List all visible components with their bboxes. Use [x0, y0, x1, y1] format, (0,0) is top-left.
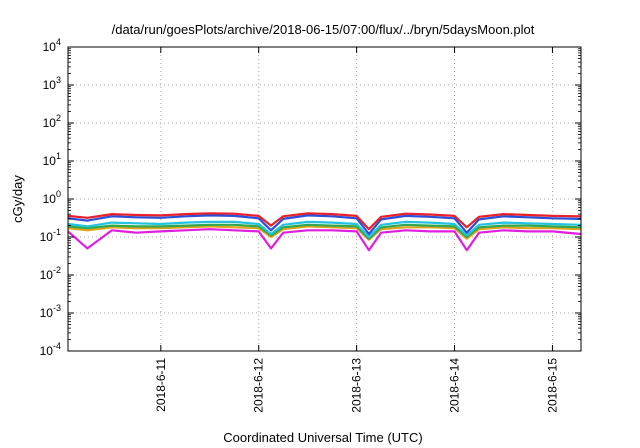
series-line	[67, 223, 582, 240]
x-tick-labels: 2018-6-11 2018-6-12 2018-6-13 2018-6-14 2018…	[154, 358, 560, 413]
series-line	[67, 228, 582, 252]
series-group	[67, 212, 582, 252]
series-line	[67, 220, 582, 239]
series-line	[67, 214, 582, 236]
x-axis-label: Coordinated Universal Time (UTC)	[223, 430, 422, 445]
chart-title: /data/run/goesPlots/archive/2018-06-15/0…	[112, 22, 535, 37]
grid	[68, 47, 581, 351]
x-tick-label: 2018-6-14	[448, 358, 462, 413]
x-tick-label: 2018-6-13	[350, 358, 364, 413]
y-axis-label: cGy/day	[10, 175, 25, 223]
x-tick-label: 2018-6-12	[252, 358, 266, 413]
ticks	[68, 46, 581, 352]
x-tick-label: 2018-6-11	[154, 358, 168, 412]
series-line	[67, 225, 582, 241]
x-tick-label: 2018-6-15	[545, 358, 559, 413]
series-line	[67, 212, 582, 231]
